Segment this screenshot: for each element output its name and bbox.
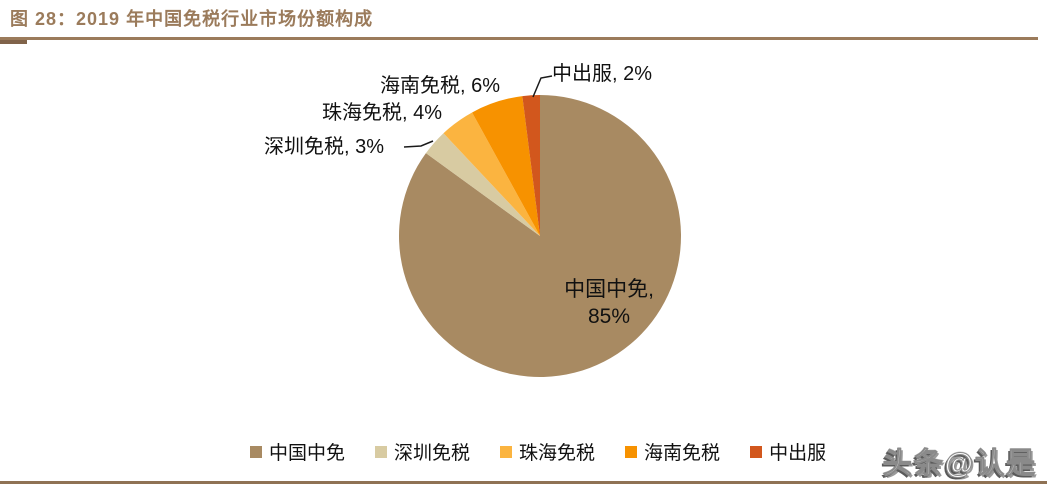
legend-label: 中国中免 [269, 443, 346, 464]
pie-slice-中国中免 [398, 95, 681, 377]
pie-slice-中出服 [522, 95, 540, 236]
inside-label-zhongguozhongmian: 中国中免, 85% [564, 278, 654, 329]
callout-label-zhongchufu: 中出服, 2% [552, 63, 653, 85]
legend-item-shenzhen: 深圳免税 [375, 438, 470, 465]
legend-swatch [250, 445, 262, 458]
watermark: 头条@认是 [882, 448, 1037, 481]
pie-slice-珠海免税 [443, 112, 540, 236]
legend: 中国中免 深圳免税 珠海免税 海南免税 中出服 [250, 438, 826, 465]
legend-swatch [375, 445, 388, 458]
legend-label: 中出服 [769, 443, 827, 464]
leader-line-shenzhen [403, 140, 434, 148]
legend-item-hainan: 海南免税 [625, 438, 720, 465]
pie-group [398, 95, 681, 377]
legend-item-zhongchufu: 中出服 [750, 438, 826, 465]
legend-label: 珠海免税 [519, 443, 596, 464]
bottom-rule [0, 481, 1047, 484]
legend-label: 深圳免税 [394, 443, 471, 464]
legend-item-zhongguozhongmian: 中国中免 [250, 438, 345, 465]
callout-label-zhuhai: 珠海免税, 4% [322, 102, 443, 124]
leader-line-zhongchufu [532, 75, 553, 98]
callout-label-hainan: 海南免税, 6% [380, 75, 501, 97]
legend-swatch [500, 445, 513, 458]
title-underline [0, 37, 1038, 40]
callout-label-shenzhen: 深圳免税, 3% [264, 136, 385, 158]
legend-swatch [625, 445, 638, 458]
figure-title: 图 28：2019 年中国免税行业市场份额构成 [10, 9, 374, 29]
legend-swatch [750, 445, 763, 458]
pie-slice-深圳免税 [425, 133, 540, 236]
legend-item-zhuhai: 珠海免税 [500, 438, 595, 465]
legend-label: 海南免税 [644, 443, 721, 464]
pie-slice-海南免税 [472, 96, 540, 236]
title-underline-tick [0, 40, 27, 44]
